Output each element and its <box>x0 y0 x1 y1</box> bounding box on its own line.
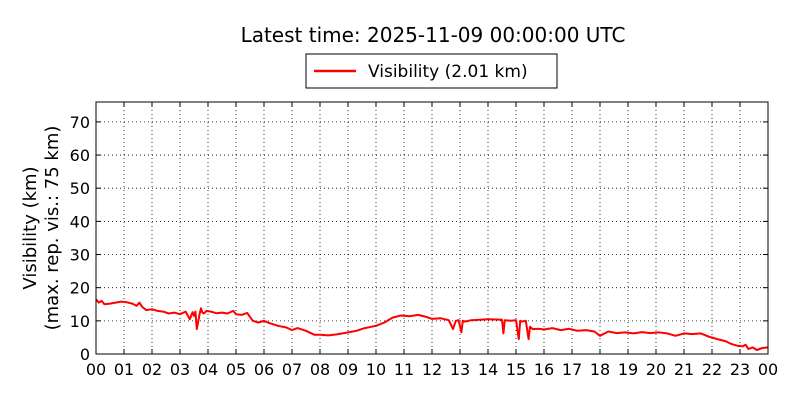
x-tick-label: 04 <box>198 360 218 379</box>
x-tick-label: 17 <box>562 360 582 379</box>
x-tick-label: 00 <box>758 360 778 379</box>
x-tick-label: 01 <box>114 360 134 379</box>
y-axis-title: Visibility (km) (max. rep. vis.: 75 km) <box>20 126 63 331</box>
y-tick-label: 70 <box>70 113 90 132</box>
x-tick-label: 15 <box>506 360 526 379</box>
x-tick-label: 12 <box>422 360 442 379</box>
y-tick-label: 0 <box>80 345 90 364</box>
y-tick-label: 50 <box>70 179 90 198</box>
series-line-visibility <box>95 298 769 351</box>
x-tick-label: 11 <box>394 360 414 379</box>
y-tick-label: 60 <box>70 146 90 165</box>
y-tick-label: 20 <box>70 279 90 298</box>
x-tick-label: 19 <box>618 360 638 379</box>
x-tick-label: 22 <box>702 360 722 379</box>
x-tick-label: 03 <box>170 360 190 379</box>
y-tick-label: 30 <box>70 246 90 265</box>
plot-frame <box>95 101 769 355</box>
x-tick-label: 09 <box>338 360 358 379</box>
x-tick-label: 05 <box>226 360 246 379</box>
x-tick-label: 07 <box>282 360 302 379</box>
x-axis: 00 01 02 03 04 05 06 07 08 09 10 11 12 13 14 15 16 17 18 19… <box>86 102 778 379</box>
x-tick-label: 21 <box>674 360 694 379</box>
x-tick-label: 06 <box>254 360 274 379</box>
x-tick-label: 08 <box>310 360 330 379</box>
x-tick-label: 13 <box>450 360 470 379</box>
series-layer <box>95 298 769 351</box>
legend-label: Visibility (2.01 km) <box>368 62 528 82</box>
x-tick-label: 23 <box>730 360 750 379</box>
y-tick-label: 10 <box>70 312 90 331</box>
y-axis: 0 10 20 30 40 50 60 70 <box>70 113 768 364</box>
x-tick-label: 18 <box>590 360 610 379</box>
x-tick-label: 00 <box>86 360 106 379</box>
legend: Visibility (2.01 km) <box>305 53 558 89</box>
x-tick-label: 02 <box>142 360 162 379</box>
x-tick-label: 10 <box>366 360 386 379</box>
x-tick-label: 14 <box>478 360 498 379</box>
x-tick-label: 20 <box>646 360 666 379</box>
chart-title: Latest time: 2025-11-09 00:00:00 UTC <box>241 23 626 47</box>
y-tick-label: 40 <box>70 212 90 231</box>
grid <box>96 102 768 354</box>
y-axis-title-line2: (max. rep. vis.: 75 km) <box>42 126 63 331</box>
y-axis-title-line1: Visibility (km) <box>20 166 41 289</box>
x-tick-label: 16 <box>534 360 554 379</box>
